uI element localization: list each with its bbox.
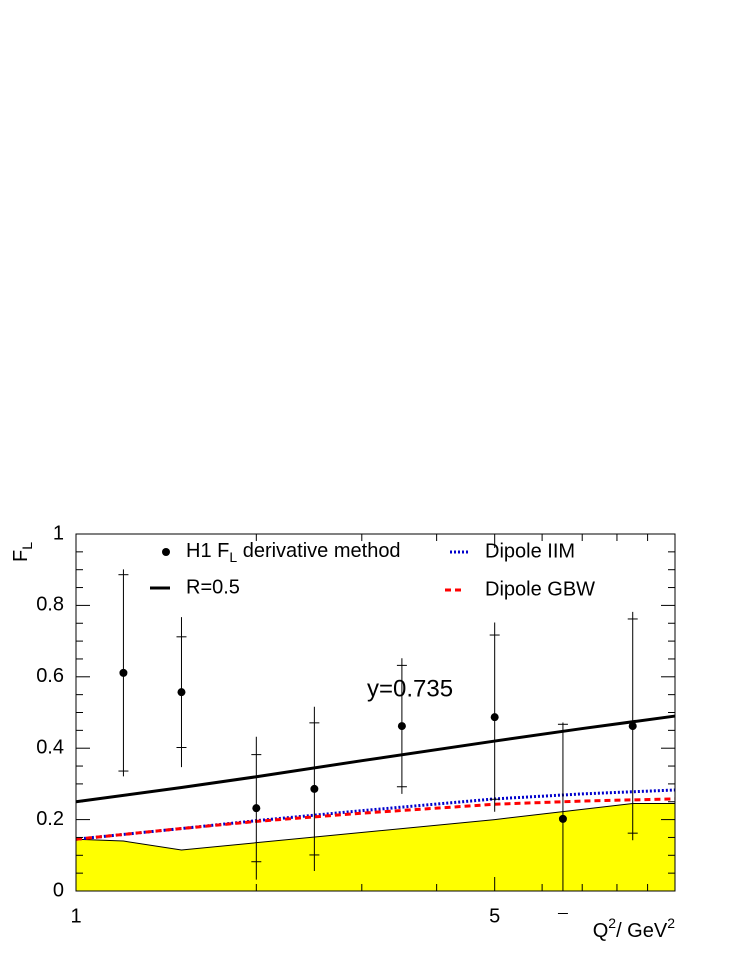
legend-text: derivative method: [237, 540, 400, 562]
x-label-mid: / GeV: [616, 920, 668, 942]
annotation: y=0.735: [367, 675, 453, 702]
data-point: [119, 668, 128, 677]
data-point: [490, 713, 499, 722]
legend: H1 FL derivative method R=0.5 Dipole IIM Di…: [150, 540, 595, 600]
band-area: [75, 803, 676, 892]
data-point: [397, 722, 406, 731]
x-label-sup: 2: [608, 915, 616, 931]
y-tick-label: 0.2: [36, 808, 64, 830]
legend-text: H1 F: [186, 540, 229, 562]
x-tick-label: 1: [70, 905, 81, 927]
data-point: [628, 722, 637, 731]
plot-area: [75, 569, 676, 914]
y-tick-label: 0.4: [36, 736, 64, 758]
x-label-sup: 2: [667, 915, 675, 931]
y-axis-label: FL: [10, 542, 34, 562]
x-axis-label: Q2/ GeV2: [593, 915, 676, 943]
data-point: [177, 688, 186, 697]
y-label-sub: L: [19, 542, 35, 550]
legend-marker: [162, 548, 170, 556]
curve: [75, 714, 676, 804]
legend-label: R=0.5: [186, 576, 240, 598]
legend-sub: L: [229, 549, 237, 565]
y-tick-label: 0.6: [36, 665, 64, 687]
x-tick-label: 5: [489, 905, 500, 927]
y-label-text: F: [10, 550, 32, 562]
data-point: [252, 804, 261, 813]
legend-label: Dipole GBW: [485, 578, 595, 600]
data-point: [558, 814, 567, 823]
y-tick-label: 0: [53, 879, 64, 901]
legend-label: H1 FL derivative method: [186, 540, 401, 564]
y-tick-label: 1: [53, 522, 64, 544]
y-tick-label: 0.8: [36, 594, 64, 616]
curve: [75, 788, 676, 841]
x-label-text: Q: [593, 920, 609, 942]
legend-label: Dipole IIM: [485, 540, 575, 562]
data-point: [310, 784, 319, 793]
